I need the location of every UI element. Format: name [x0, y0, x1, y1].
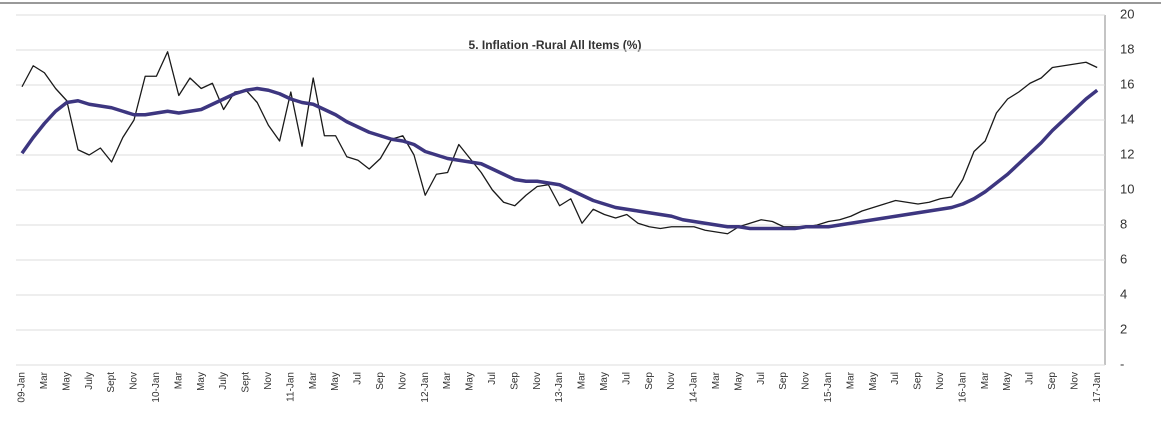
- x-tick-label: 15-Jan: [823, 372, 834, 403]
- x-tick-label: Sep: [1047, 372, 1058, 390]
- x-tick-label: 09-Jan: [17, 372, 28, 403]
- x-tick-label: Jul: [1025, 372, 1036, 385]
- x-tick-label: Mar: [39, 371, 50, 389]
- y-tick-label: 12: [1120, 146, 1134, 161]
- x-tick-label: May: [465, 372, 476, 391]
- x-tick-label: Sept: [241, 372, 252, 393]
- x-tick-label: Jul: [353, 372, 364, 385]
- x-tick-label: Jul: [621, 372, 632, 385]
- x-tick-label: Mar: [845, 371, 856, 389]
- x-tick-label: Mar: [442, 371, 453, 389]
- x-tick-label: May: [1002, 372, 1013, 391]
- x-tick-label: Nov: [935, 372, 946, 390]
- x-tick-label: Mar: [980, 371, 991, 389]
- x-tick-label: Mar: [711, 371, 722, 389]
- x-tick-label: Nov: [1069, 372, 1080, 390]
- x-tick-label: May: [599, 372, 610, 391]
- x-tick-label: 12-Jan: [420, 372, 431, 403]
- x-tick-label: 16-Jan: [957, 372, 968, 403]
- y-tick-label: 4: [1120, 286, 1127, 301]
- x-tick-label: 10-Jan: [151, 372, 162, 403]
- x-tick-label: July: [84, 372, 95, 390]
- x-tick-label: Nov: [397, 372, 408, 390]
- y-tick-label: 6: [1120, 251, 1127, 266]
- y-tick-label: 14: [1120, 111, 1134, 126]
- x-tick-label: May: [868, 372, 879, 391]
- x-tick-label: Sep: [778, 372, 789, 390]
- x-tick-label: Sept: [106, 372, 117, 393]
- x-tick-label: Nov: [263, 372, 274, 390]
- x-tick-label: May: [330, 372, 341, 391]
- x-tick-label: Jul: [756, 372, 767, 385]
- x-tick-label: 17-Jan: [1092, 372, 1103, 403]
- x-tick-label: Mar: [577, 371, 588, 389]
- y-tick-label: 20: [1120, 6, 1134, 21]
- x-tick-label: Mar: [308, 371, 319, 389]
- x-tick-label: 14-Jan: [689, 372, 700, 403]
- x-tick-label: Mar: [173, 371, 184, 389]
- series-line: [20, 86, 1099, 231]
- y-tick-label: 2: [1120, 321, 1127, 336]
- x-tick-label: 11-Jan: [285, 372, 296, 402]
- y-tick-label: 16: [1120, 76, 1134, 91]
- x-tick-label: May: [733, 372, 744, 391]
- x-tick-label: May: [61, 372, 72, 391]
- y-tick-label: 10: [1120, 181, 1134, 196]
- x-tick-label: 13-Jan: [554, 372, 565, 403]
- y-tick-label: 8: [1120, 216, 1127, 231]
- y-tick-label: 18: [1120, 41, 1134, 56]
- x-tick-label: July: [218, 372, 229, 390]
- x-tick-label: Nov: [532, 372, 543, 390]
- x-tick-label: Sep: [644, 372, 655, 390]
- y-tick-label: -: [1120, 356, 1124, 371]
- x-tick-label: Nov: [129, 372, 140, 390]
- x-tick-label: Sep: [913, 372, 924, 390]
- x-tick-label: Sep: [509, 372, 520, 390]
- x-tick-label: Jul: [890, 372, 901, 385]
- x-tick-label: Sep: [375, 372, 386, 390]
- x-tick-label: Nov: [666, 372, 677, 390]
- chart-title: 5. Inflation -Rural All Items (%): [469, 38, 642, 52]
- x-tick-label: May: [196, 372, 207, 391]
- x-tick-label: Nov: [801, 372, 812, 390]
- x-tick-label: Jul: [487, 372, 498, 385]
- series-line: [21, 51, 1098, 235]
